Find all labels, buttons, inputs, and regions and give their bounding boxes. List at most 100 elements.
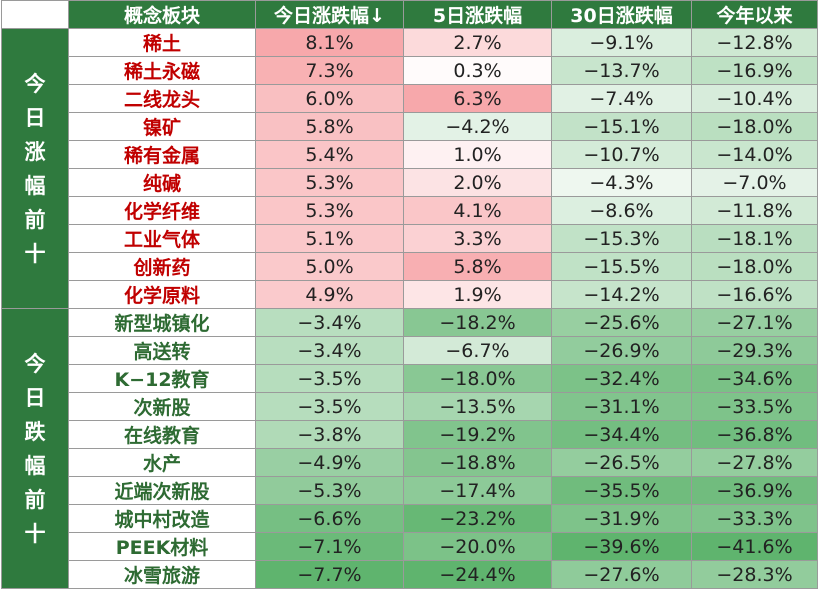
sector-name[interactable]: 近端次新股 [68,476,256,505]
thirty-day-change-cell: −7.4% [551,84,692,113]
sector-name[interactable]: 冰雪旅游 [68,560,256,589]
table-row: 二线龙头 6.0% 6.3% −7.4% −10.4% [2,84,818,113]
thirty-day-change-cell: −31.9% [551,504,692,533]
header-ytd-change[interactable]: 今年以来 [691,0,818,29]
thirty-day-change-cell: −15.5% [551,252,692,281]
table-row: 稀有金属 5.4% 1.0% −10.7% −14.0% [2,140,818,169]
today-change-cell: 8.1% [255,28,404,57]
today-change-cell: 4.9% [255,280,404,309]
sector-name[interactable]: 在线教育 [68,420,256,449]
sector-name[interactable]: K−12教育 [68,364,256,393]
sector-performance-table: 概念板块 今日涨跌幅↓ 5日涨跌幅 30日涨跌幅 今年以来 今日涨幅前十稀土 8.… [1,0,818,589]
ytd-change-cell: −28.3% [691,560,818,589]
sector-name[interactable]: 稀土永磁 [68,56,256,85]
five-day-change-cell: 6.3% [403,84,552,113]
five-day-change-cell: 2.7% [403,28,552,57]
thirty-day-change-cell: −9.1% [551,28,692,57]
thirty-day-change-cell: −25.6% [551,308,692,337]
sector-name[interactable]: 二线龙头 [68,84,256,113]
ytd-change-cell: −33.3% [691,504,818,533]
ytd-change-cell: −14.0% [691,140,818,169]
ytd-change-cell: −36.8% [691,420,818,449]
ytd-change-cell: −27.1% [691,308,818,337]
today-change-cell: −6.6% [255,504,404,533]
five-day-change-cell: −23.2% [403,504,552,533]
five-day-change-cell: −20.0% [403,532,552,561]
group-label-top-gainers: 今日涨幅前十 [1,28,69,309]
table-row: 冰雪旅游 −7.7% −24.4% −27.6% −28.3% [2,560,818,589]
sector-name[interactable]: 纯碱 [68,168,256,197]
header-today-change[interactable]: 今日涨跌幅↓ [255,0,404,29]
thirty-day-change-cell: −14.2% [551,280,692,309]
sector-name[interactable]: 化学原料 [68,280,256,309]
five-day-change-cell: 0.3% [403,56,552,85]
thirty-day-change-cell: −15.3% [551,224,692,253]
table-row: 创新药 5.0% 5.8% −15.5% −18.0% [2,252,818,281]
header-30day-change[interactable]: 30日涨跌幅 [551,0,692,29]
sector-name[interactable]: 水产 [68,448,256,477]
sector-name[interactable]: 化学纤维 [68,196,256,225]
sector-name[interactable]: 高送转 [68,336,256,365]
ytd-change-cell: −18.0% [691,252,818,281]
five-day-change-cell: 1.0% [403,140,552,169]
ytd-change-cell: −16.9% [691,56,818,85]
five-day-change-cell: 5.8% [403,252,552,281]
today-change-cell: −7.7% [255,560,404,589]
thirty-day-change-cell: −4.3% [551,168,692,197]
today-change-cell: −5.3% [255,476,404,505]
sector-name[interactable]: 新型城镇化 [68,308,256,337]
five-day-change-cell: −18.8% [403,448,552,477]
today-change-cell: 5.0% [255,252,404,281]
table-row: 水产 −4.9% −18.8% −26.5% −27.8% [2,448,818,477]
table-row: 稀土永磁 7.3% 0.3% −13.7% −16.9% [2,56,818,85]
table-row: 近端次新股 −5.3% −17.4% −35.5% −36.9% [2,476,818,505]
thirty-day-change-cell: −13.7% [551,56,692,85]
sector-name[interactable]: 镍矿 [68,112,256,141]
five-day-change-cell: −6.7% [403,336,552,365]
table-row: K−12教育 −3.5% −18.0% −32.4% −34.6% [2,364,818,393]
table-row: 化学纤维 5.3% 4.1% −8.6% −11.8% [2,196,818,225]
thirty-day-change-cell: −27.6% [551,560,692,589]
table-row: 在线教育 −3.8% −19.2% −34.4% −36.8% [2,420,818,449]
five-day-change-cell: 1.9% [403,280,552,309]
today-change-cell: 5.3% [255,196,404,225]
table-row: 工业气体 5.1% 3.3% −15.3% −18.1% [2,224,818,253]
header-5day-change[interactable]: 5日涨跌幅 [403,0,552,29]
today-change-cell: −7.1% [255,532,404,561]
thirty-day-change-cell: −35.5% [551,476,692,505]
header-sector: 概念板块 [68,0,256,29]
header-corner [1,0,69,29]
sector-name[interactable]: 工业气体 [68,224,256,253]
today-change-cell: 5.3% [255,168,404,197]
header-row: 概念板块 今日涨跌幅↓ 5日涨跌幅 30日涨跌幅 今年以来 [1,0,818,29]
today-change-cell: 7.3% [255,56,404,85]
thirty-day-change-cell: −34.4% [551,420,692,449]
sector-name[interactable]: 次新股 [68,392,256,421]
today-change-cell: −4.9% [255,448,404,477]
thirty-day-change-cell: −26.5% [551,448,692,477]
five-day-change-cell: −4.2% [403,112,552,141]
thirty-day-change-cell: −10.7% [551,140,692,169]
five-day-change-cell: 4.1% [403,196,552,225]
table-row: 次新股 −3.5% −13.5% −31.1% −33.5% [2,392,818,421]
five-day-change-cell: −24.4% [403,560,552,589]
group-label-top-losers: 今日跌幅前十 [1,308,69,589]
today-change-cell: −3.5% [255,364,404,393]
table-row: 纯碱 5.3% 2.0% −4.3% −7.0% [2,168,818,197]
sector-name[interactable]: 稀有金属 [68,140,256,169]
ytd-change-cell: −18.1% [691,224,818,253]
sector-name[interactable]: 稀土 [68,28,256,57]
table-row: 今日跌幅前十新型城镇化 −3.4% −18.2% −25.6% −27.1% [1,308,818,589]
today-change-cell: 5.1% [255,224,404,253]
five-day-change-cell: −19.2% [403,420,552,449]
table-row: 镍矿 5.8% −4.2% −15.1% −18.0% [2,112,818,141]
ytd-change-cell: −18.0% [691,112,818,141]
sector-name[interactable]: 创新药 [68,252,256,281]
ytd-change-cell: −16.6% [691,280,818,309]
sector-name[interactable]: 城中村改造 [68,504,256,533]
five-day-change-cell: −17.4% [403,476,552,505]
today-change-cell: −3.4% [255,308,404,337]
five-day-change-cell: −18.2% [403,308,552,337]
ytd-change-cell: −41.6% [691,532,818,561]
sector-name[interactable]: PEEK材料 [68,532,256,561]
